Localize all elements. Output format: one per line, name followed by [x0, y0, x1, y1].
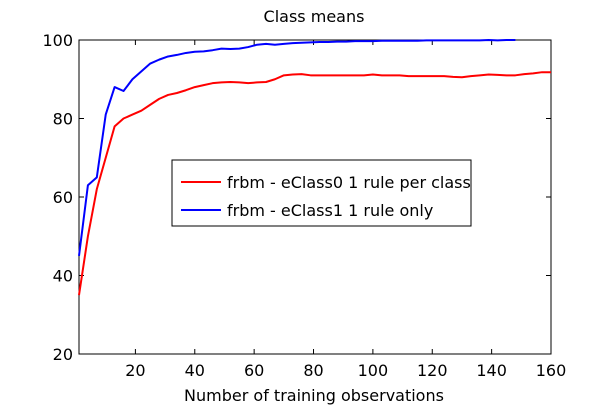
x-tick-label: 160 — [536, 361, 567, 380]
x-tick-label: 100 — [358, 361, 389, 380]
legend-label-series-1: frbm - eClass1 1 rule only — [227, 201, 433, 220]
legend-label-series-0: frbm - eClass0 1 rule per class — [227, 173, 471, 192]
y-tick-label: 100 — [42, 31, 73, 50]
axis-ticks: 20 40 60 80 100 120 140 160 20 40 60 80 100 — [42, 31, 566, 380]
x-tick-label: 60 — [244, 361, 264, 380]
x-tick-label: 80 — [303, 361, 323, 380]
y-tick-label: 40 — [53, 267, 73, 286]
y-tick-label: 60 — [53, 188, 73, 207]
x-tick-label: 20 — [125, 361, 145, 380]
series-lines — [78, 39, 551, 296]
legend: frbm - eClass0 1 rule per class frbm - e… — [171, 159, 472, 227]
legend-box — [171, 159, 472, 227]
x-tick-label: 120 — [417, 361, 448, 380]
x-axis-label: Number of training observations — [184, 386, 444, 405]
x-tick-label: 140 — [476, 361, 507, 380]
chart-title: Class means — [264, 7, 365, 26]
y-tick-label: 80 — [53, 110, 73, 129]
x-tick-label: 40 — [185, 361, 205, 380]
y-tick-label: 20 — [53, 345, 73, 364]
series-line-1 — [78, 39, 516, 257]
series-line-0 — [78, 71, 551, 296]
